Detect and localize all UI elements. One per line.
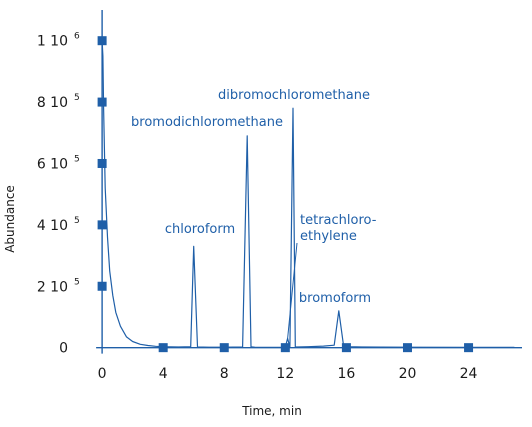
annotation-chloroform: chloroform xyxy=(165,222,235,237)
x-axis-marker xyxy=(341,343,351,353)
x-axis-marker xyxy=(464,343,474,353)
chromatogram-trace xyxy=(101,40,515,348)
y-tick-exponent: 5 xyxy=(74,216,80,226)
y-tick-exponent: 6 xyxy=(74,32,80,42)
x-axis-title: Time, min xyxy=(241,404,302,418)
x-axis-marker xyxy=(219,343,229,353)
x-tick-label: 12 xyxy=(276,366,294,382)
x-axis-marker xyxy=(280,343,290,353)
y-tick-label: 0 xyxy=(59,341,68,357)
x-axis-marker xyxy=(402,343,412,353)
y-tick-label: 8 10 xyxy=(37,95,68,111)
y-tick-exponent: 5 xyxy=(74,277,80,287)
annotation-pointer-line xyxy=(287,242,298,339)
y-tick-exponent: 5 xyxy=(74,93,80,103)
annotations: chloroform bromodichloromethane dibromochl… xyxy=(131,88,377,339)
annotation-dibromochloromethane: dibromochloromethane xyxy=(218,88,370,103)
annotation-tetrachloroethylene-line2: ethylene xyxy=(300,229,357,244)
x-tick-label: 20 xyxy=(399,366,417,382)
y-axis-marker xyxy=(97,97,107,107)
tick-labels: 0 4 8 12 16 20 24 0 2 10 5 4 10 5 6 10 5 8 10 5 1 10 6 xyxy=(37,32,478,382)
y-tick-label: 6 10 xyxy=(37,156,68,172)
x-tick-label: 24 xyxy=(460,366,478,382)
marker-layer xyxy=(97,36,474,353)
x-tick-label: 4 xyxy=(159,366,168,382)
x-tick-label: 16 xyxy=(337,366,355,382)
x-tick-label: 0 xyxy=(98,366,107,382)
y-axis-marker xyxy=(97,220,107,230)
y-tick-label: 4 10 xyxy=(37,218,68,234)
y-tick-label: 1 10 xyxy=(37,34,68,50)
annotation-bromoform: bromoform xyxy=(299,291,371,306)
trace-layer xyxy=(101,40,515,348)
y-axis-marker xyxy=(97,281,107,291)
y-axis-marker xyxy=(97,36,107,46)
y-tick-label: 2 10 xyxy=(37,279,68,295)
annotation-tetrachloroethylene-line1: tetrachloro- xyxy=(300,213,377,228)
annotation-bromodichloromethane: bromodichloromethane xyxy=(131,115,283,130)
x-tick-label: 8 xyxy=(220,366,229,382)
x-axis-marker xyxy=(158,343,168,353)
y-axis-marker xyxy=(97,158,107,168)
y-axis-title: Abundance xyxy=(3,185,17,253)
y-tick-exponent: 5 xyxy=(74,154,80,164)
